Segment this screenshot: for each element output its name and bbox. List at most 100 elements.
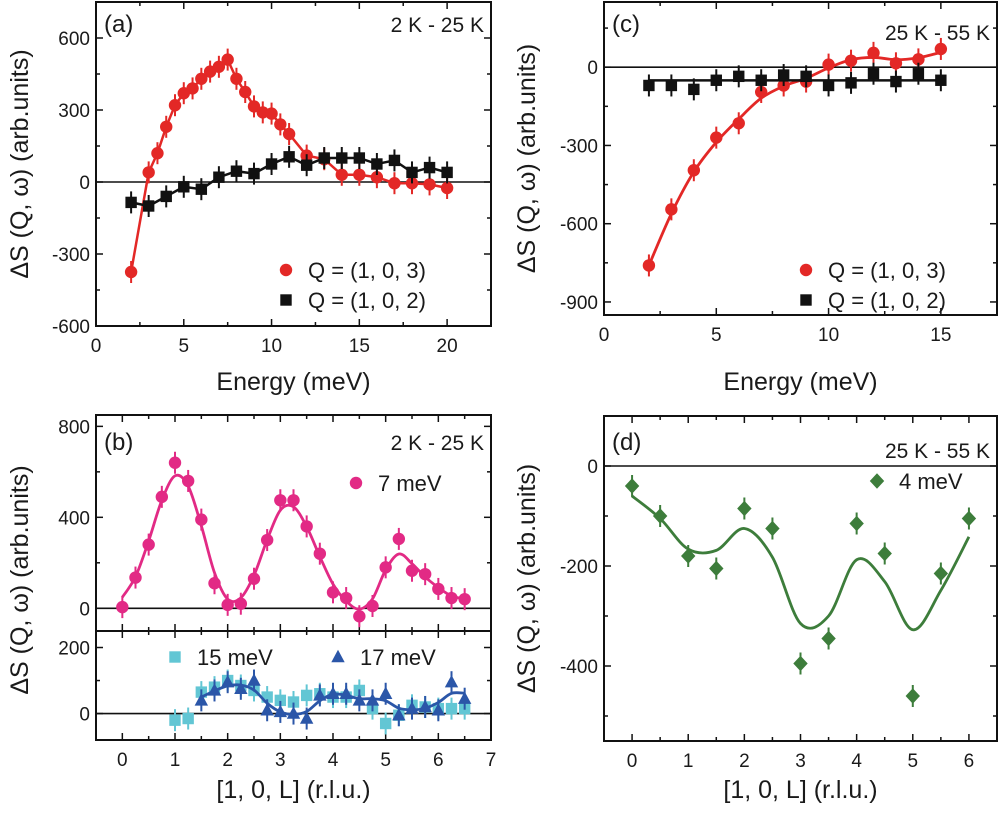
y-tick-label: -200 <box>560 557 598 578</box>
y-tick-label: 0 <box>79 173 90 194</box>
x-tick-label: 0 <box>627 751 638 772</box>
data-point <box>423 161 436 174</box>
data-point <box>423 178 436 191</box>
data-point <box>905 688 920 704</box>
data-point <box>155 490 169 504</box>
legend-label: 15 meV <box>197 645 273 670</box>
data-point <box>283 151 295 163</box>
data-point <box>273 704 288 718</box>
data-point <box>239 85 252 99</box>
x-tick-label: 4 <box>328 750 339 771</box>
x-tick-label: 6 <box>964 751 975 772</box>
legend-entry: Q = (1, 0, 3) <box>799 258 946 283</box>
data-point <box>912 53 925 66</box>
series-q-1-0-3- <box>642 37 948 277</box>
legend-entry: 15 meV <box>169 645 273 670</box>
data-point <box>339 591 353 605</box>
data-point <box>300 520 313 533</box>
x-tick-label: 15 <box>349 336 370 357</box>
x-tick-label: 20 <box>437 336 458 357</box>
x-tick-label: 15 <box>930 325 951 346</box>
data-point <box>230 72 243 86</box>
data-point <box>406 166 418 179</box>
data-point <box>643 79 655 92</box>
legend-label: 17 meV <box>360 645 436 670</box>
data-point <box>169 714 181 726</box>
legend-marker <box>331 649 345 663</box>
x-axis-label: [1, 0, L] (r.l.u.) <box>723 776 877 804</box>
y-tick-label: 200 <box>58 639 90 660</box>
data-point <box>125 196 137 209</box>
data-point <box>181 474 195 488</box>
legend-label: 4 meV <box>899 469 963 494</box>
y-tick-label: -300 <box>52 245 90 266</box>
legend-label: Q = (1, 0, 3) <box>828 258 946 283</box>
x-tick-label: 5 <box>907 751 918 772</box>
panel-label: (a) <box>104 11 133 38</box>
data-point <box>889 57 903 70</box>
temperature-annotation: 25 K - 55 K <box>885 440 990 463</box>
data-point <box>710 74 722 86</box>
panel-c: 0 5 10 15 -900 -600 -300 0 Q = (1, 0, 3) Q = (1, … <box>513 1 998 396</box>
x-tick-label: 2 <box>739 751 750 772</box>
data-point <box>160 120 173 133</box>
data-point <box>352 693 367 706</box>
data-point <box>440 181 454 195</box>
data-point <box>441 166 453 179</box>
data-point <box>195 513 208 526</box>
temperature-annotation: 2 K - 25 K <box>391 432 484 455</box>
data-point <box>822 79 835 92</box>
data-point <box>431 703 446 716</box>
data-point <box>282 127 296 141</box>
data-point <box>230 165 243 177</box>
data-point <box>234 597 248 610</box>
y-axis-label: ΔS (Q, ω) (arb.units) <box>513 464 541 693</box>
plot-frame <box>603 1 998 316</box>
data-point <box>142 166 155 179</box>
x-tick-label: 1 <box>683 751 694 772</box>
series-4-mev <box>624 475 977 707</box>
y-tick-label: 0 <box>79 705 90 726</box>
data-point <box>432 582 445 596</box>
legend-label: Q = (1, 0, 3) <box>308 258 426 283</box>
data-point <box>353 168 366 181</box>
data-point <box>194 693 209 706</box>
data-point <box>392 532 406 546</box>
y-tick-label: -300 <box>560 136 598 157</box>
x-tick-label: 0 <box>599 325 610 346</box>
x-tick-label: 5 <box>380 750 391 771</box>
x-axis-label: Energy (meV) <box>216 368 370 396</box>
data-point <box>665 79 678 92</box>
x-tick-label: 1 <box>170 750 181 771</box>
legend-label: Q = (1, 0, 2) <box>308 288 426 313</box>
data-point <box>313 688 327 701</box>
data-point <box>221 598 234 612</box>
panel-label: (d) <box>612 429 641 456</box>
x-tick-label: 4 <box>851 751 862 772</box>
data-point <box>274 118 287 131</box>
series-q-1-0-2- <box>643 62 947 101</box>
data-point <box>129 571 142 584</box>
plot-frame <box>95 1 492 327</box>
data-point <box>371 158 383 170</box>
data-point <box>353 610 366 623</box>
data-point <box>418 699 432 713</box>
data-point <box>213 171 225 183</box>
data-point <box>821 630 836 647</box>
legend-marker <box>349 476 363 490</box>
data-point <box>318 152 330 164</box>
data-point <box>370 171 384 184</box>
data-point <box>168 456 182 469</box>
data-point <box>418 567 432 581</box>
data-point <box>168 99 182 112</box>
data-point <box>624 478 640 494</box>
data-point <box>445 591 458 605</box>
series-7-mev <box>116 451 471 628</box>
data-point <box>388 154 401 167</box>
panel-b_bottom: 0 1 2 3 4 5 6 7 0 200 15 meV 17 meV [1, 0, L] (r.l.u… <box>58 630 496 804</box>
data-point <box>353 152 366 164</box>
plot-frame <box>603 415 998 742</box>
data-point <box>935 74 947 86</box>
data-point <box>186 82 199 95</box>
